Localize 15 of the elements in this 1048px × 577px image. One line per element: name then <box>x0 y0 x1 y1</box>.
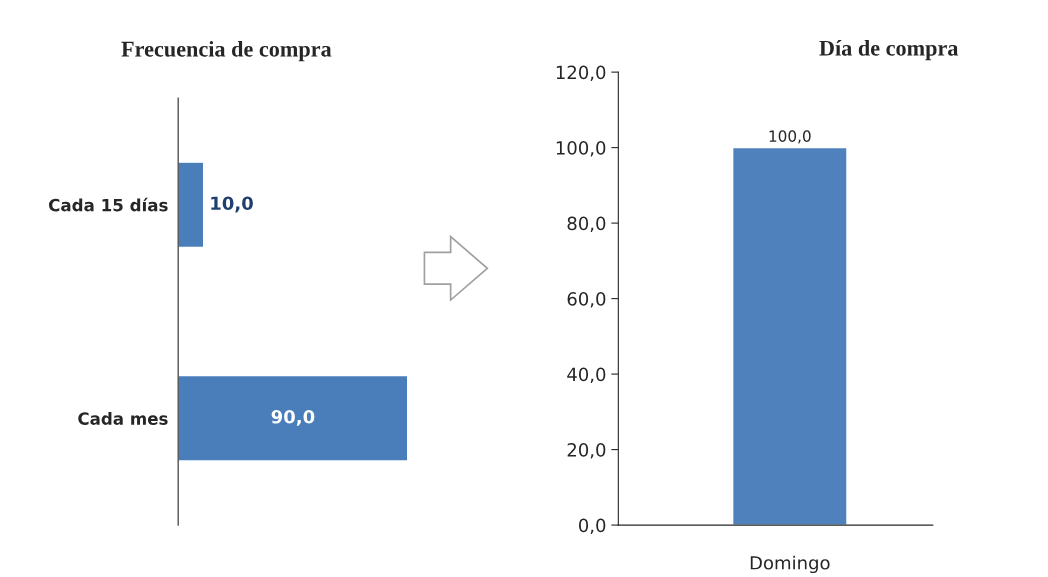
y-tick-label: 0,0 <box>578 518 606 535</box>
y-tick-label: 20,0 <box>567 443 606 459</box>
y-tick-label: 40,0 <box>567 367 606 384</box>
y-tick-label: 120,0 <box>556 65 606 82</box>
y-tick-label: Cada 15 días <box>49 197 168 212</box>
y-tick-label: 100,0 <box>556 141 606 157</box>
y-tick-label: Cada mes <box>78 411 168 425</box>
y-tick-label: 60,0 <box>567 292 606 308</box>
data-label: 90,0 <box>271 409 315 426</box>
x-tick-label: Domingo <box>750 555 830 574</box>
data-label: 100,0 <box>769 130 811 144</box>
chart-title: Día de compra <box>819 40 959 61</box>
y-tick-label: 80,0 <box>567 216 606 233</box>
data-label: 10,0 <box>211 196 253 213</box>
chart-title: Frecuencia de compra <box>121 41 332 62</box>
